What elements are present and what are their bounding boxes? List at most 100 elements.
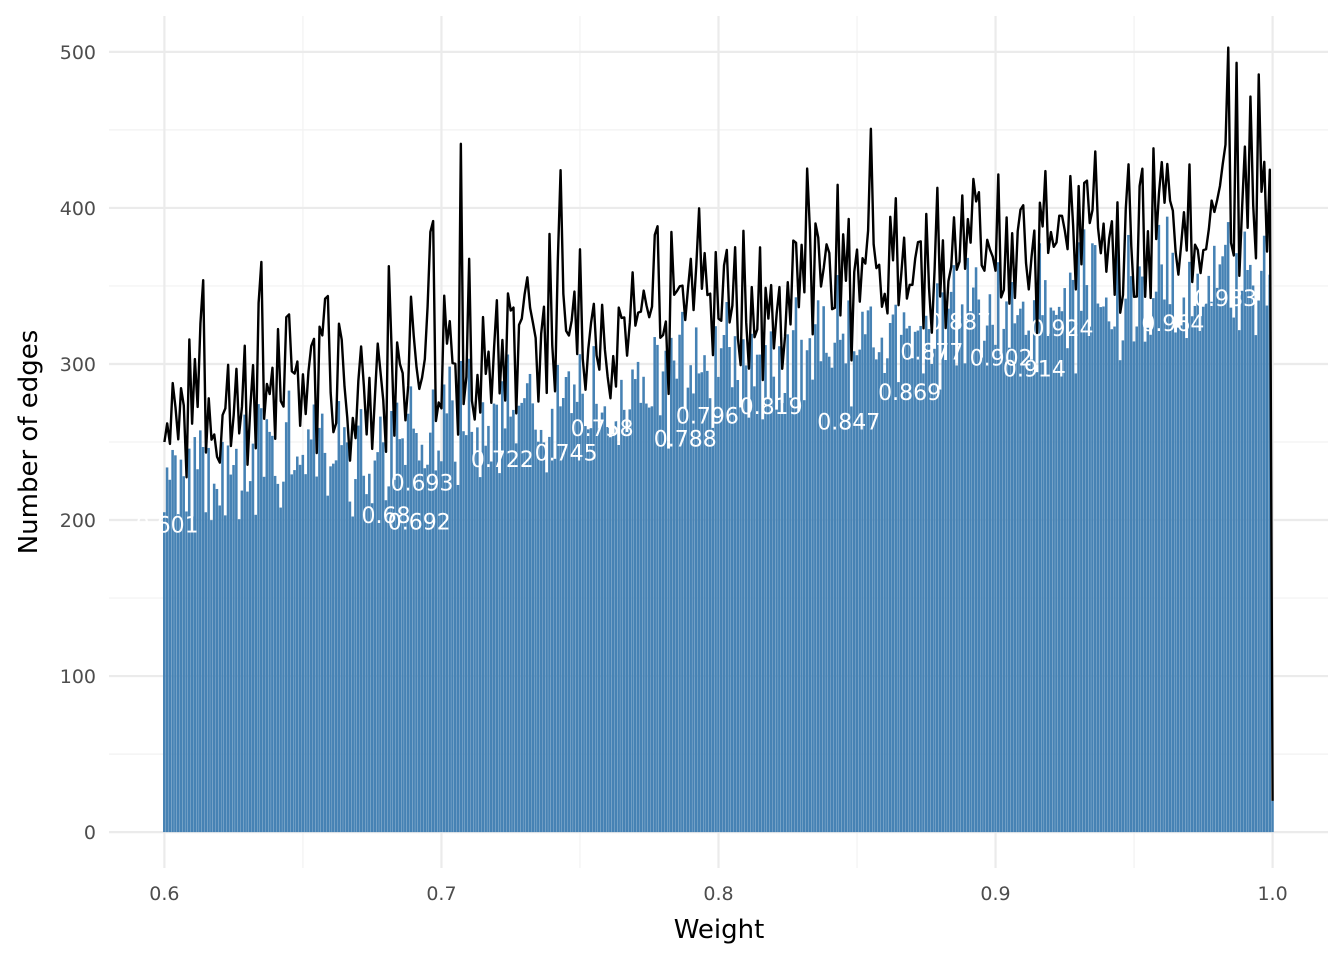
histogram-bar [240,490,244,833]
histogram-bar [473,453,476,833]
histogram-bar [1160,264,1163,833]
histogram-bar [775,409,778,833]
x-tick-label: 1.0 [1257,883,1287,905]
histogram-bar [639,402,643,833]
histogram-bar [742,339,745,833]
histogram-bar [442,384,446,833]
histogram-bar [634,379,637,833]
histogram-bar [514,443,518,833]
histogram-bar [218,505,221,833]
histogram-bar [894,304,897,833]
histogram-bar [1251,285,1255,833]
histogram-bar [309,439,313,833]
histogram-bar [509,416,512,833]
histogram-bar [345,442,349,833]
histogram-bar [753,386,756,833]
histogram-bar [406,413,410,833]
histogram-bar [1138,266,1141,833]
histogram-bar [498,473,501,833]
histogram-bar [340,445,343,833]
histogram-bar [958,327,961,833]
histogram-bar [670,337,673,833]
histogram-bar [476,427,479,833]
histogram-bar [960,304,964,833]
histogram-bar [822,306,825,833]
histogram-bar [315,476,318,833]
histogram-bar [237,519,241,833]
bar-label: 0.887 [928,311,991,336]
histogram-bar [1021,301,1025,833]
histogram-bar [1104,297,1108,833]
histogram-bar [1193,305,1197,833]
histogram-bar [1218,264,1222,833]
histogram-bar [381,442,385,833]
histogram-bar [290,474,294,833]
histogram-bar [384,500,388,833]
histogram-bar [908,325,911,833]
histogram-bar [625,432,629,833]
bar-label: 0.964 [1141,312,1204,337]
histogram-bar [1149,334,1152,833]
histogram-bar [1271,800,1274,833]
histogram-bar [478,477,482,833]
histogram-bar [423,468,426,833]
histogram-bar [1171,252,1175,833]
histogram-bar [736,380,740,833]
histogram-bar [1024,334,1028,833]
histogram-bar [426,464,429,833]
histogram-bar [1188,261,1191,833]
histogram-bar [761,419,764,833]
histogram-bar [1052,310,1055,833]
histogram-bar [706,370,709,833]
histogram-bar [800,339,803,833]
histogram-bar [1140,276,1144,833]
histogram-bar [567,371,571,833]
histogram-bar [298,464,302,833]
histogram-bar [841,333,845,833]
histogram-bar [1204,303,1208,833]
histogram-bar [911,358,914,833]
histogram-bar [933,348,936,833]
histogram-bar [484,445,487,833]
histogram-bar [839,339,842,833]
histogram-bar [440,461,443,833]
histogram-bar [597,428,601,833]
histogram-bar [803,400,806,833]
histogram-bar [1082,229,1086,833]
x-tick-label: 0.7 [426,883,456,905]
y-tick-label: 100 [60,666,96,688]
histogram-bar [168,479,172,833]
tick-layer: 0.6 0.7 0.8 0.9 1.0 0 100 200 300 400 500 [60,42,1288,905]
histogram-bar [1118,360,1122,833]
histogram-bar [681,311,684,833]
histogram-bar [1165,216,1169,833]
y-tick-label: 300 [60,354,96,376]
histogram-bar [531,403,535,833]
histogram-bar [318,427,321,833]
histogram-bar [520,402,523,833]
histogram-bar [320,413,324,833]
line-layer [163,46,1274,801]
histogram-bar [913,331,917,833]
histogram-bar [1207,275,1211,833]
histogram-bar [653,337,656,833]
histogram-bar [636,361,640,833]
histogram-bar [415,433,418,833]
histogram-bar [805,350,809,833]
histogram-bar [379,416,382,833]
histogram-bar [392,479,396,833]
histogram-bar [664,350,668,833]
histogram-bar [187,448,191,833]
x-tick-label: 0.9 [980,883,1010,905]
histogram-bar [163,512,166,833]
histogram-bar [886,358,889,833]
histogram-bar [974,267,978,833]
histogram-bar [1199,316,1202,833]
bar-label: 0.914 [1003,357,1066,382]
histogram-bar [697,373,701,833]
histogram-bar [1063,288,1066,833]
histogram-bar [1002,328,1006,833]
histogram-bar [459,361,463,833]
